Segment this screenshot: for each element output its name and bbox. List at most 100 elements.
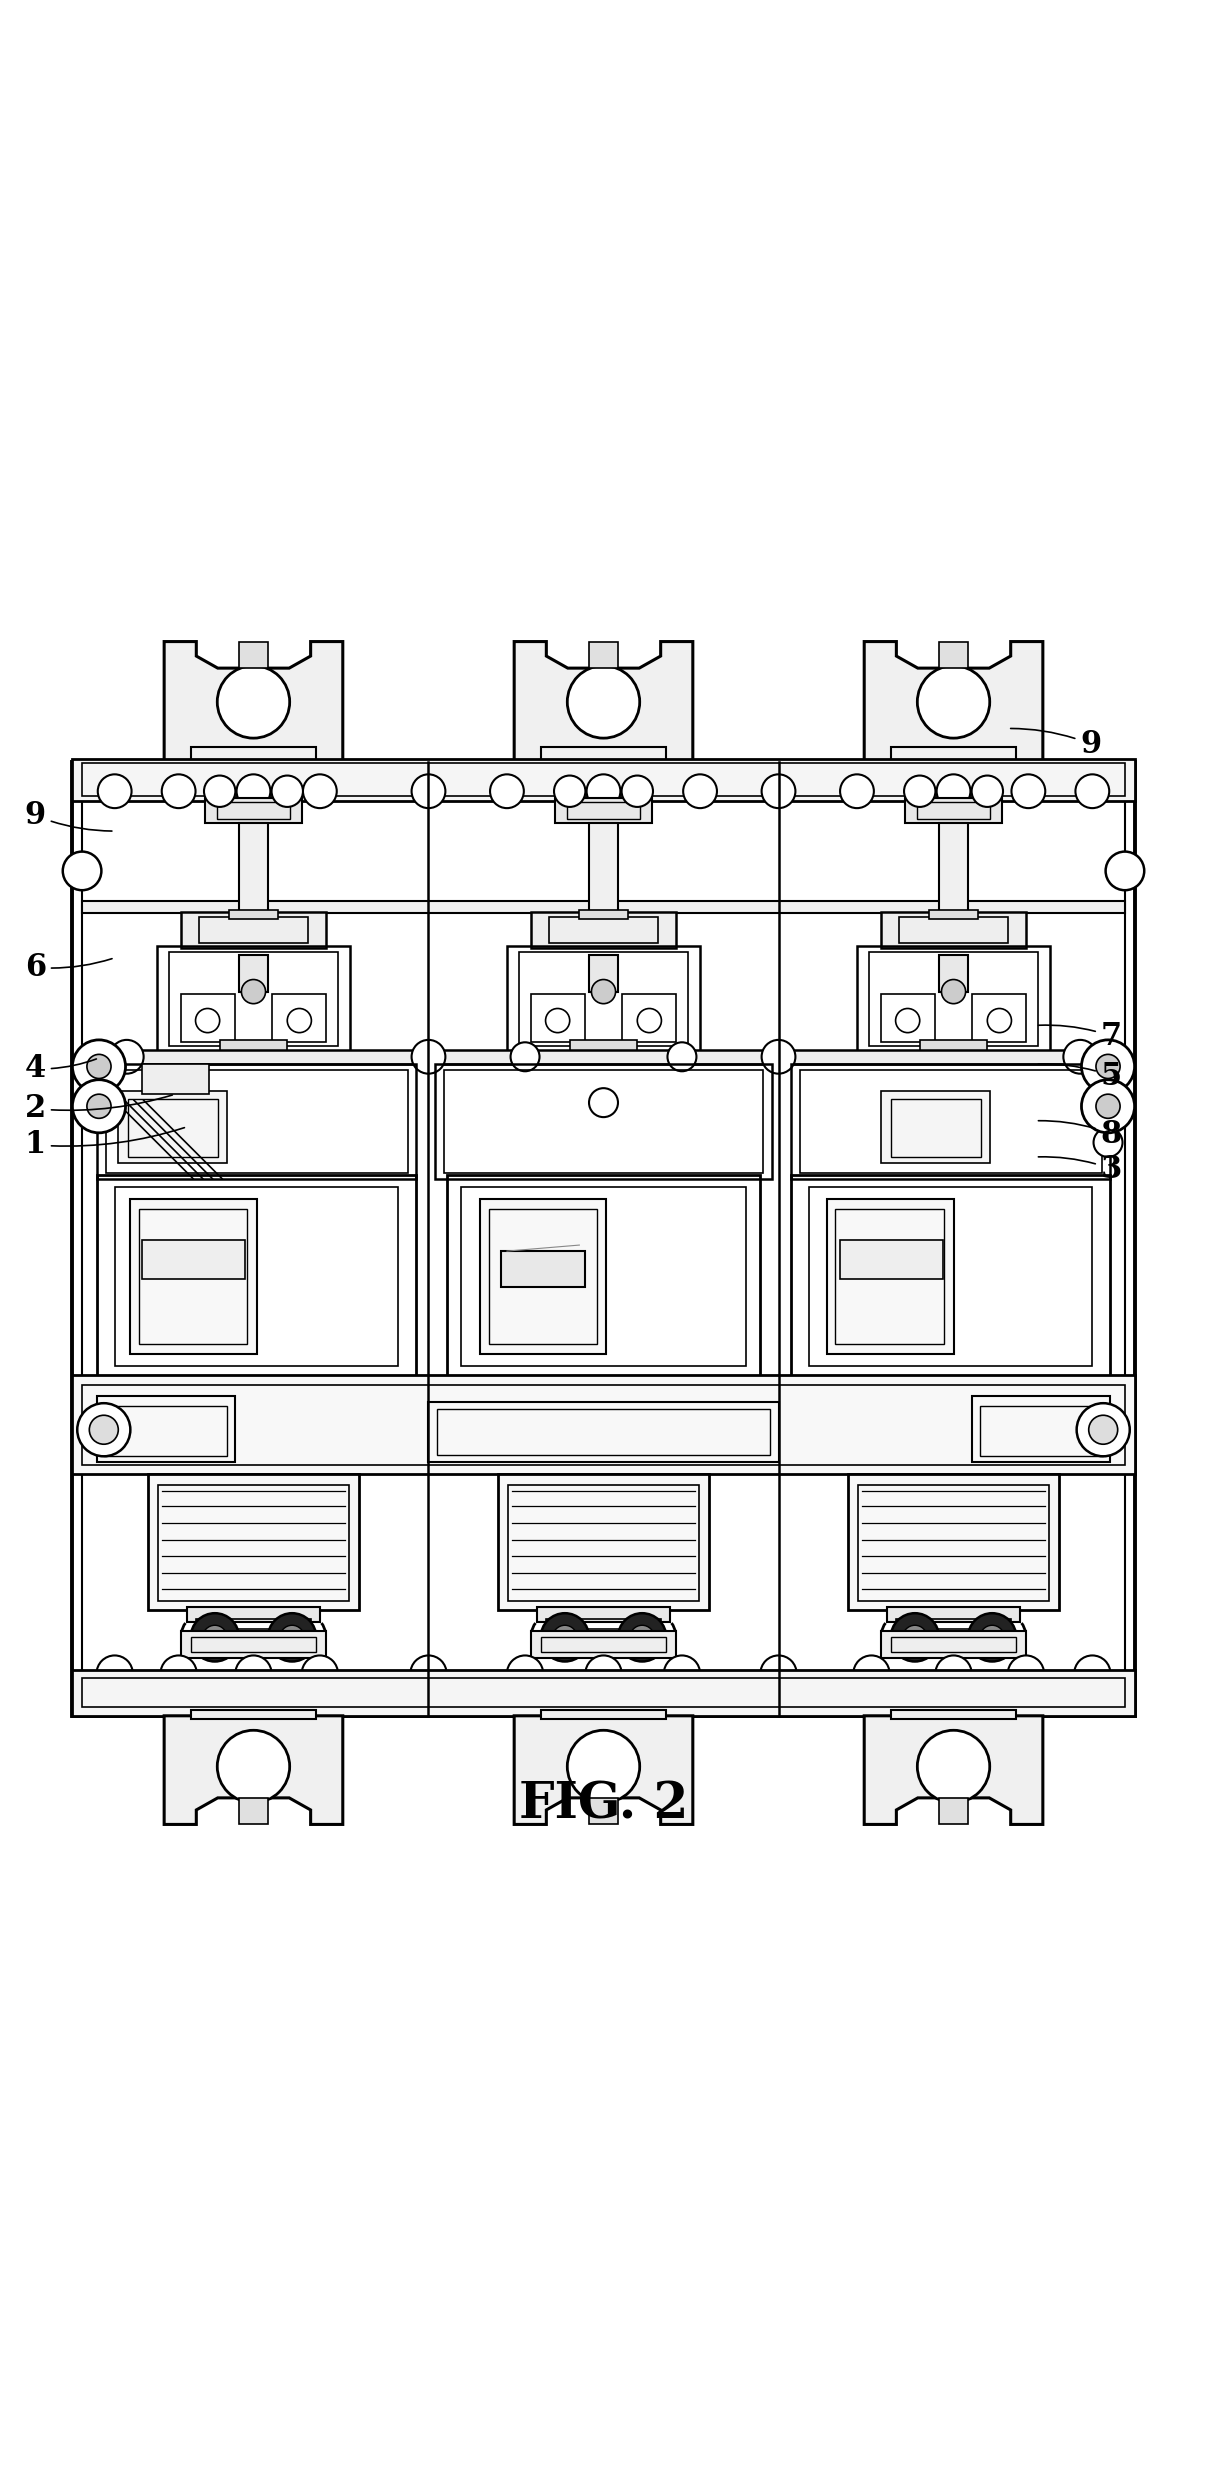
Text: 7: 7	[1038, 1021, 1123, 1053]
Bar	[437, 1408, 770, 1455]
Circle shape	[89, 1415, 118, 1445]
Bar	[881, 912, 1026, 947]
Circle shape	[591, 979, 616, 1004]
Bar	[791, 1063, 1110, 1179]
Circle shape	[618, 1613, 666, 1662]
Bar	[181, 994, 235, 1043]
Bar	[181, 912, 326, 947]
Circle shape	[1075, 774, 1109, 809]
Bar	[847, 1475, 1060, 1610]
Bar	[72, 1669, 1135, 1716]
Polygon shape	[864, 641, 1043, 762]
Bar	[187, 1608, 320, 1623]
Text: 5: 5	[1038, 1060, 1123, 1092]
Bar	[229, 910, 278, 920]
Bar	[891, 1100, 981, 1157]
Bar	[191, 1709, 316, 1719]
Circle shape	[972, 774, 1003, 806]
Circle shape	[63, 851, 101, 890]
Bar	[835, 1208, 944, 1344]
Bar	[541, 1709, 666, 1719]
Bar	[106, 1070, 408, 1174]
Circle shape	[72, 1041, 126, 1092]
Circle shape	[280, 1625, 304, 1650]
Circle shape	[87, 1055, 111, 1078]
Circle shape	[760, 1655, 797, 1692]
Circle shape	[1096, 1055, 1120, 1078]
Bar	[939, 641, 968, 668]
Bar	[917, 801, 990, 819]
Bar	[501, 1250, 585, 1287]
Polygon shape	[164, 641, 343, 762]
Bar	[128, 1100, 218, 1157]
Text: 8: 8	[1038, 1120, 1123, 1149]
Bar	[489, 1208, 597, 1344]
Circle shape	[904, 774, 935, 806]
Bar	[272, 994, 326, 1043]
Bar	[157, 947, 350, 1053]
Circle shape	[683, 774, 717, 809]
Circle shape	[1090, 1085, 1126, 1120]
Bar	[920, 1041, 987, 1053]
Circle shape	[762, 774, 795, 809]
Bar	[972, 994, 1026, 1043]
Bar	[191, 1637, 316, 1652]
Circle shape	[204, 774, 235, 806]
Bar	[891, 1709, 1016, 1719]
Circle shape	[762, 1041, 795, 1073]
Circle shape	[589, 1088, 618, 1117]
Circle shape	[853, 1655, 890, 1692]
Bar	[199, 917, 308, 944]
Circle shape	[110, 1041, 144, 1073]
Circle shape	[302, 1655, 338, 1692]
Bar	[191, 747, 316, 764]
Bar	[217, 801, 290, 819]
Bar	[840, 1240, 943, 1280]
Bar	[157, 1485, 350, 1600]
Circle shape	[410, 1655, 447, 1692]
Bar	[82, 1051, 1125, 1063]
Bar	[570, 1041, 637, 1053]
Bar	[72, 1376, 1135, 1475]
Bar	[239, 1798, 268, 1825]
Circle shape	[237, 774, 270, 809]
Bar	[800, 1070, 1102, 1174]
Bar	[205, 799, 302, 824]
Bar	[929, 910, 978, 920]
Bar	[546, 1620, 661, 1630]
Bar	[82, 764, 1125, 797]
Circle shape	[1011, 774, 1045, 809]
Circle shape	[241, 979, 266, 1004]
Circle shape	[553, 1625, 577, 1650]
Bar	[82, 1679, 1125, 1706]
Circle shape	[1094, 1127, 1123, 1157]
Bar	[579, 910, 628, 920]
Circle shape	[917, 1731, 990, 1803]
Bar	[809, 1186, 1092, 1366]
Bar	[980, 1406, 1103, 1457]
Bar	[589, 954, 618, 991]
Circle shape	[1063, 1041, 1097, 1073]
Bar	[881, 994, 935, 1043]
Text: FIG. 2: FIG. 2	[519, 1780, 688, 1830]
Bar	[428, 1403, 779, 1462]
Circle shape	[1077, 1403, 1130, 1457]
Bar	[531, 994, 585, 1043]
Circle shape	[585, 1655, 622, 1692]
Circle shape	[541, 1613, 589, 1662]
Bar	[507, 1485, 699, 1600]
Circle shape	[840, 774, 874, 809]
Bar	[139, 1208, 247, 1344]
Bar	[181, 1632, 326, 1657]
Bar	[72, 760, 1135, 801]
Bar	[82, 1386, 1125, 1465]
Circle shape	[412, 1041, 445, 1073]
Bar	[537, 1608, 670, 1623]
Circle shape	[217, 1731, 290, 1803]
Bar	[869, 952, 1038, 1046]
Circle shape	[1081, 1041, 1135, 1092]
Circle shape	[937, 774, 970, 809]
Bar	[72, 762, 1135, 1716]
Bar	[887, 1608, 1020, 1623]
Circle shape	[81, 1085, 117, 1120]
